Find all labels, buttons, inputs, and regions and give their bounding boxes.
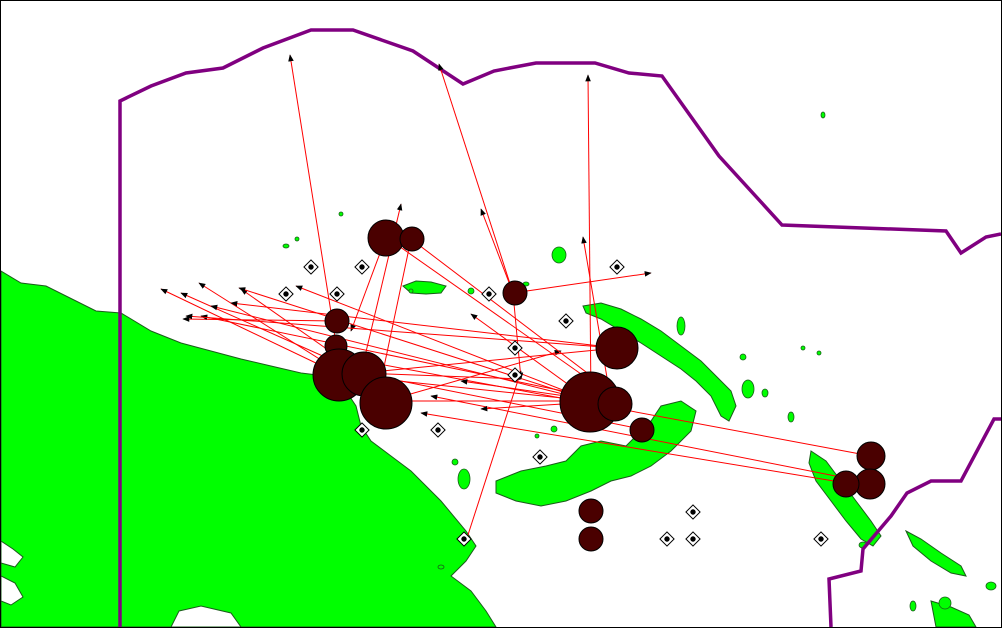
station-marker — [532, 449, 548, 465]
station-marker — [609, 259, 625, 275]
event-marker — [832, 470, 860, 498]
station-marker — [685, 504, 701, 520]
station-marker — [685, 531, 701, 547]
arrow-layer — [160, 54, 872, 542]
event-marker — [578, 526, 604, 552]
landmass-new-guinea — [1, 270, 497, 627]
coastline-detail — [170, 605, 242, 627]
event-marker — [367, 219, 405, 257]
station-layer[interactable] — [278, 259, 829, 547]
maritime-boundary — [118, 28, 1001, 627]
station-marker — [303, 259, 319, 275]
event-marker — [399, 226, 425, 252]
station-marker — [507, 340, 523, 356]
event-marker — [359, 376, 413, 430]
event-marker — [578, 498, 604, 524]
station-marker — [481, 286, 497, 302]
station-marker — [354, 259, 370, 275]
event-marker — [597, 386, 633, 422]
maritime-boundary — [827, 417, 1001, 627]
event-marker — [502, 280, 528, 306]
event-marker — [629, 417, 655, 443]
station-marker — [659, 531, 675, 547]
event-marker — [324, 308, 350, 334]
station-marker — [430, 422, 446, 438]
coastline-detail — [1, 575, 24, 606]
landmass-santa-isabel — [930, 600, 977, 627]
event-marker — [856, 441, 886, 471]
station-marker — [456, 531, 472, 547]
station-marker — [558, 313, 574, 329]
event-marker — [595, 326, 639, 370]
landmass-manus — [402, 280, 447, 295]
station-marker — [329, 286, 345, 302]
station-marker — [278, 286, 294, 302]
event-layer[interactable] — [312, 219, 886, 552]
station-marker — [507, 367, 523, 383]
small-islands — [282, 111, 997, 612]
landmass-choiseul — [904, 529, 967, 577]
station-marker — [813, 531, 829, 547]
coastline-detail — [1, 540, 24, 568]
station-marker — [354, 422, 370, 438]
